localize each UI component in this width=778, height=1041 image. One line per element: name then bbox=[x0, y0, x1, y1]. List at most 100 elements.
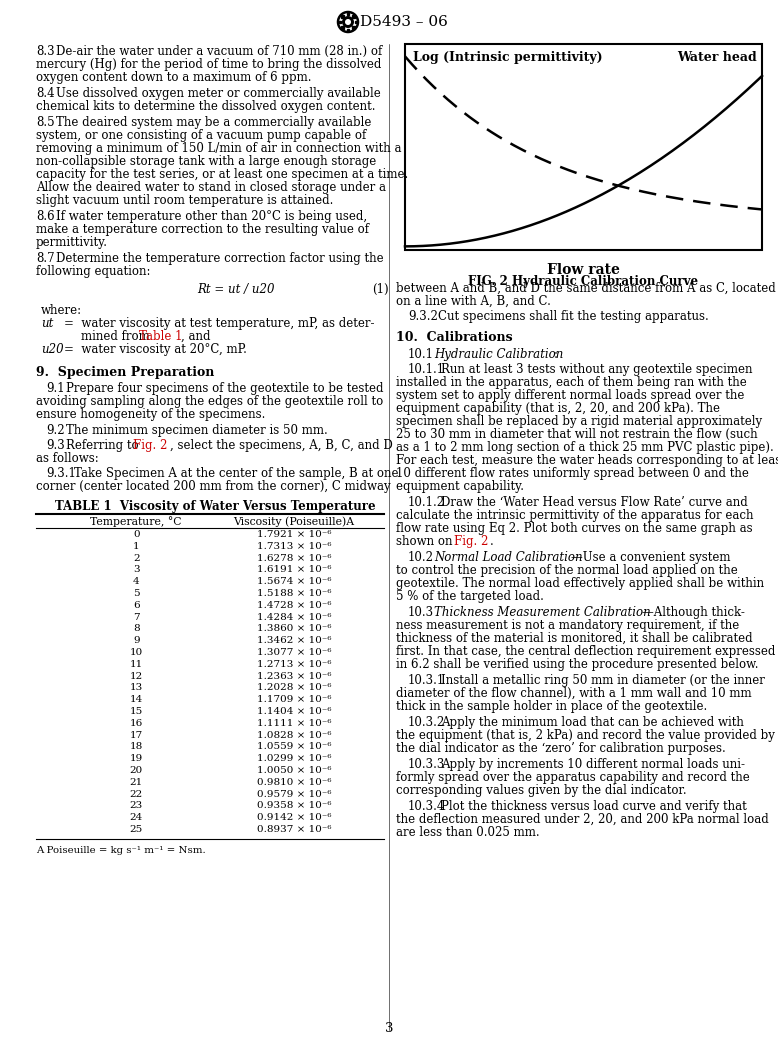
Text: 3: 3 bbox=[133, 565, 139, 575]
Text: system, or one consisting of a vacuum pump capable of: system, or one consisting of a vacuum pu… bbox=[36, 129, 366, 142]
Text: 20: 20 bbox=[130, 766, 143, 775]
Text: If water temperature other than 20°C is being used,: If water temperature other than 20°C is … bbox=[56, 210, 367, 223]
Text: ut: ut bbox=[41, 318, 54, 330]
Text: 18: 18 bbox=[130, 742, 143, 752]
Text: 12: 12 bbox=[130, 671, 143, 681]
Text: 9: 9 bbox=[133, 636, 139, 645]
Text: to control the precision of the normal load applied on the: to control the precision of the normal l… bbox=[396, 564, 738, 577]
Text: :: : bbox=[554, 348, 558, 361]
Text: corner (center located 200 mm from the corner), C midway: corner (center located 200 mm from the c… bbox=[36, 480, 391, 493]
Text: 6: 6 bbox=[133, 601, 139, 610]
Text: Plot the thickness versus load curve and verify that: Plot the thickness versus load curve and… bbox=[441, 799, 747, 813]
Text: 8.3: 8.3 bbox=[36, 45, 54, 58]
Text: For each test, measure the water heads corresponding to at least: For each test, measure the water heads c… bbox=[396, 454, 778, 467]
Text: 13: 13 bbox=[130, 683, 143, 692]
Text: mined from: mined from bbox=[81, 330, 153, 342]
Text: Run at least 3 tests without any geotextile specimen: Run at least 3 tests without any geotext… bbox=[441, 363, 752, 376]
Text: permittivity.: permittivity. bbox=[36, 236, 108, 249]
Text: 17: 17 bbox=[130, 731, 143, 739]
Text: 21: 21 bbox=[130, 778, 143, 787]
Text: 1.6278 × 10⁻⁶: 1.6278 × 10⁻⁶ bbox=[257, 554, 331, 562]
Text: oxygen content down to a maximum of 6 ppm.: oxygen content down to a maximum of 6 pp… bbox=[36, 71, 311, 84]
Text: 14: 14 bbox=[130, 695, 143, 704]
Text: 10.3.1: 10.3.1 bbox=[408, 674, 445, 687]
Text: 9.3.2: 9.3.2 bbox=[408, 310, 438, 323]
Text: removing a minimum of 150 L/min of air in connection with a: removing a minimum of 150 L/min of air i… bbox=[36, 142, 401, 155]
Text: 1.0299 × 10⁻⁶: 1.0299 × 10⁻⁶ bbox=[257, 754, 331, 763]
Text: formly spread over the apparatus capability and record the: formly spread over the apparatus capabil… bbox=[396, 771, 750, 784]
FancyBboxPatch shape bbox=[355, 21, 357, 23]
Text: 1.2028 × 10⁻⁶: 1.2028 × 10⁻⁶ bbox=[257, 683, 331, 692]
Text: 10 different flow rates uniformly spread between 0 and the: 10 different flow rates uniformly spread… bbox=[396, 467, 749, 480]
FancyBboxPatch shape bbox=[341, 26, 344, 29]
Text: capacity for the test series, or at least one specimen at a time.: capacity for the test series, or at leas… bbox=[36, 168, 408, 181]
Text: 22: 22 bbox=[130, 790, 143, 798]
Text: De-air the water under a vacuum of 710 mm (28 in.) of: De-air the water under a vacuum of 710 m… bbox=[56, 45, 382, 58]
Text: 1.1111 × 10⁻⁶: 1.1111 × 10⁻⁶ bbox=[257, 718, 331, 728]
Text: 10.1.2: 10.1.2 bbox=[408, 496, 445, 509]
Text: 15: 15 bbox=[130, 707, 143, 716]
Text: 1: 1 bbox=[133, 541, 139, 551]
Text: Thickness Measurement Calibration: Thickness Measurement Calibration bbox=[434, 606, 650, 619]
Text: flow rate using Eq 2. Plot both curves on the same graph as: flow rate using Eq 2. Plot both curves o… bbox=[396, 522, 752, 535]
Text: D5493 – 06: D5493 – 06 bbox=[360, 15, 448, 29]
FancyBboxPatch shape bbox=[347, 29, 349, 31]
Text: 9.2: 9.2 bbox=[46, 424, 65, 437]
Text: system set to apply different normal loads spread over the: system set to apply different normal loa… bbox=[396, 389, 745, 402]
FancyBboxPatch shape bbox=[347, 12, 349, 16]
Text: 10.1: 10.1 bbox=[408, 348, 434, 361]
Text: 0: 0 bbox=[133, 530, 139, 539]
Text: 0.9142 × 10⁻⁶: 0.9142 × 10⁻⁶ bbox=[257, 813, 331, 822]
Text: u20: u20 bbox=[41, 342, 64, 356]
FancyBboxPatch shape bbox=[352, 16, 355, 18]
Text: 10.3.3: 10.3.3 bbox=[408, 758, 445, 771]
Text: Allow the deaired water to stand in closed storage under a: Allow the deaired water to stand in clos… bbox=[36, 181, 386, 194]
Text: 9.3: 9.3 bbox=[46, 439, 65, 452]
Text: on a line with A, B, and C.: on a line with A, B, and C. bbox=[396, 295, 551, 308]
Text: 0.9810 × 10⁻⁶: 0.9810 × 10⁻⁶ bbox=[257, 778, 331, 787]
Text: make a temperature correction to the resulting value of: make a temperature correction to the res… bbox=[36, 223, 369, 236]
Circle shape bbox=[345, 19, 351, 25]
Text: The minimum specimen diameter is 50 mm.: The minimum specimen diameter is 50 mm. bbox=[66, 424, 328, 437]
Text: as follows:: as follows: bbox=[36, 452, 99, 465]
Text: 1.3860 × 10⁻⁶: 1.3860 × 10⁻⁶ bbox=[257, 625, 331, 633]
Text: 19: 19 bbox=[130, 754, 143, 763]
Text: Draw the ‘Water Head versus Flow Rate’ curve and: Draw the ‘Water Head versus Flow Rate’ c… bbox=[441, 496, 748, 509]
Text: —Although thick-: —Although thick- bbox=[642, 606, 745, 619]
Text: slight vacuum until room temperature is attained.: slight vacuum until room temperature is … bbox=[36, 194, 334, 207]
Text: 5 % of the targeted load.: 5 % of the targeted load. bbox=[396, 590, 544, 603]
Text: 4: 4 bbox=[133, 577, 139, 586]
Text: as a 1 to 2 mm long section of a thick 25 mm PVC plastic pipe).: as a 1 to 2 mm long section of a thick 2… bbox=[396, 441, 774, 454]
Text: 5: 5 bbox=[133, 589, 139, 598]
Text: Referring to: Referring to bbox=[66, 439, 142, 452]
Text: 24: 24 bbox=[130, 813, 143, 822]
Text: are less than 0.025 mm.: are less than 0.025 mm. bbox=[396, 826, 540, 839]
Text: 7: 7 bbox=[133, 612, 139, 621]
Text: 1.3077 × 10⁻⁶: 1.3077 × 10⁻⁶ bbox=[257, 648, 331, 657]
Text: 10.3.2: 10.3.2 bbox=[408, 716, 445, 729]
Text: Take Specimen A at the center of the sample, B at one: Take Specimen A at the center of the sam… bbox=[74, 467, 398, 480]
Text: .: . bbox=[490, 535, 494, 548]
Text: where:: where: bbox=[41, 304, 82, 318]
Text: 10.  Calibrations: 10. Calibrations bbox=[396, 331, 513, 344]
Text: 23: 23 bbox=[130, 802, 143, 810]
Text: A Poiseuille = kg s⁻¹ m⁻¹ = Nsm.: A Poiseuille = kg s⁻¹ m⁻¹ = Nsm. bbox=[36, 845, 205, 855]
Text: 10: 10 bbox=[130, 648, 143, 657]
Text: the dial indicator as the ‘zero’ for calibration purposes.: the dial indicator as the ‘zero’ for cal… bbox=[396, 742, 726, 755]
Text: mercury (Hg) for the period of time to bring the dissolved: mercury (Hg) for the period of time to b… bbox=[36, 58, 381, 71]
Text: avoiding sampling along the edges of the geotextile roll to: avoiding sampling along the edges of the… bbox=[36, 395, 384, 408]
Text: 0.9358 × 10⁻⁶: 0.9358 × 10⁻⁶ bbox=[257, 802, 331, 810]
Text: , and: , and bbox=[181, 330, 211, 342]
Text: =  water viscosity at test temperature, mP, as deter-: = water viscosity at test temperature, m… bbox=[64, 318, 374, 330]
Text: Cut specimens shall fit the testing apparatus.: Cut specimens shall fit the testing appa… bbox=[438, 310, 709, 323]
Text: 10.2: 10.2 bbox=[408, 551, 434, 564]
Text: 9.  Specimen Preparation: 9. Specimen Preparation bbox=[36, 366, 215, 379]
Text: specimen shall be replaced by a rigid material approximately: specimen shall be replaced by a rigid ma… bbox=[396, 415, 762, 428]
Text: 16: 16 bbox=[130, 718, 143, 728]
Text: 1.0559 × 10⁻⁶: 1.0559 × 10⁻⁶ bbox=[257, 742, 331, 752]
Text: Water head: Water head bbox=[678, 51, 757, 64]
Text: 1.5188 × 10⁻⁶: 1.5188 × 10⁻⁶ bbox=[257, 589, 331, 598]
Text: 1.3462 × 10⁻⁶: 1.3462 × 10⁻⁶ bbox=[257, 636, 331, 645]
Text: Fig. 2: Fig. 2 bbox=[454, 535, 489, 548]
Text: 1.5674 × 10⁻⁶: 1.5674 × 10⁻⁶ bbox=[257, 577, 331, 586]
